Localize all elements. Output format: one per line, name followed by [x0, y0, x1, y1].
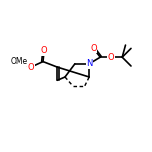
Text: O: O — [41, 46, 47, 55]
Text: O: O — [90, 44, 97, 53]
Text: OMe: OMe — [10, 57, 27, 66]
Text: O: O — [28, 63, 34, 72]
Text: O: O — [108, 53, 114, 62]
Text: N: N — [86, 59, 92, 68]
